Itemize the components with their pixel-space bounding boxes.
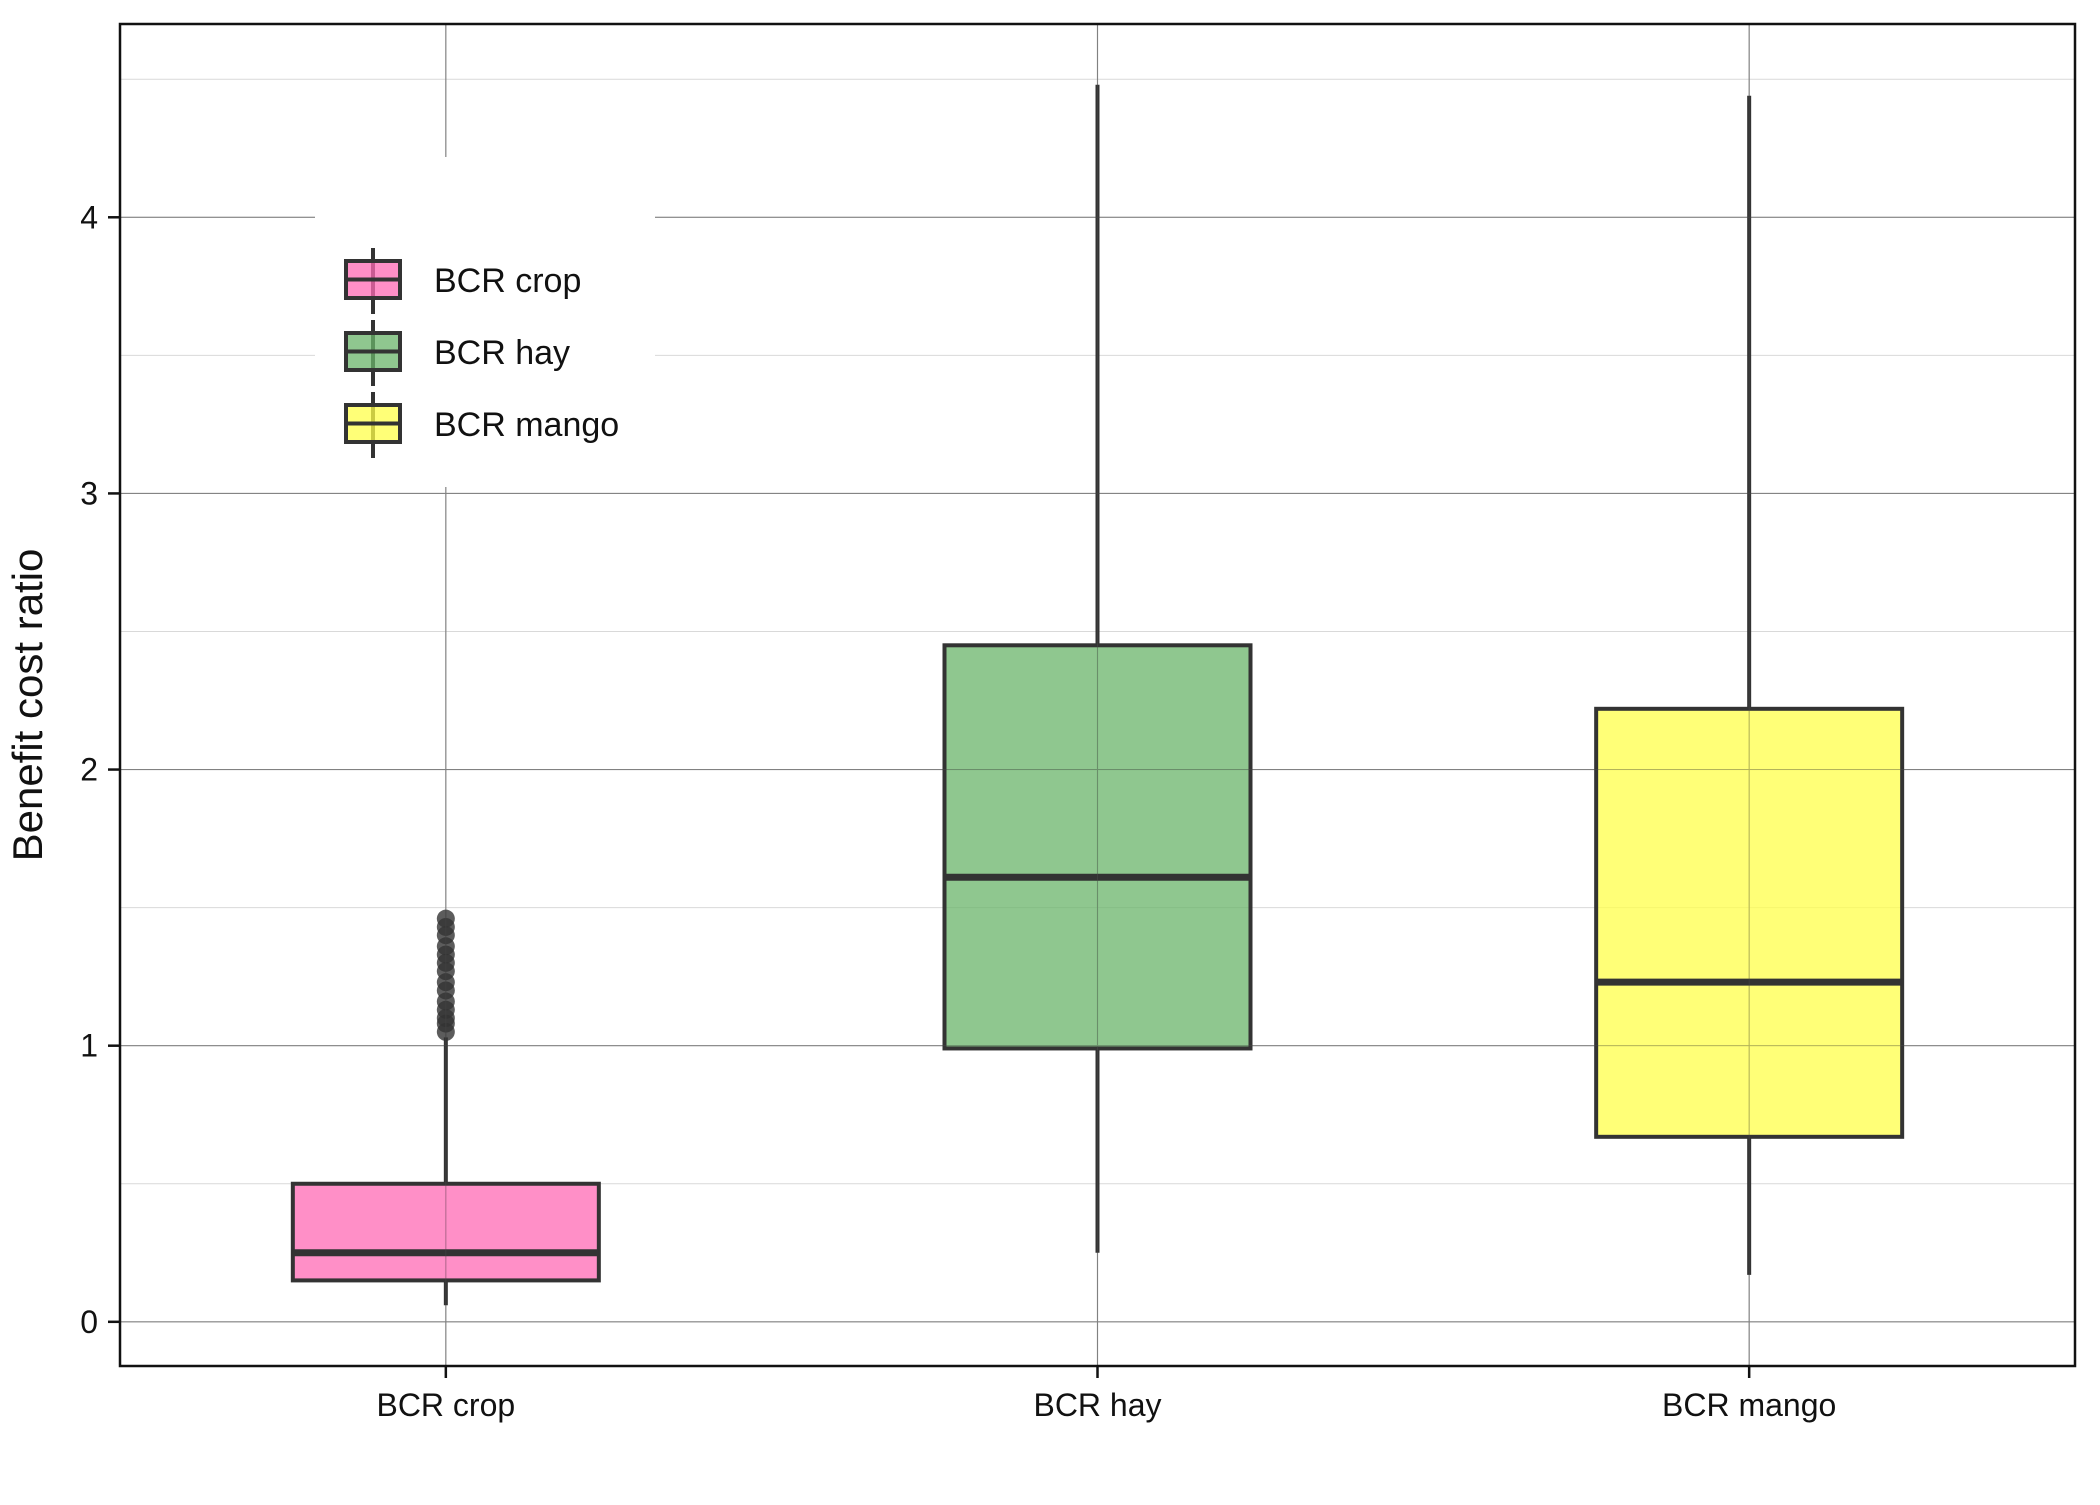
legend-item-bcr-crop: BCR crop (344, 248, 581, 314)
y-tick-label: 0 (80, 1304, 98, 1340)
x-tick-label: BCR hay (1033, 1387, 1161, 1423)
x-tick-label: BCR crop (376, 1387, 515, 1423)
y-tick-label: 3 (80, 475, 98, 511)
legend-item-bcr-mango: BCR mango (344, 392, 619, 458)
box-iqr (290, 1181, 601, 1283)
y-tick-label: 4 (80, 199, 98, 235)
y-axis: 0 1 2 3 4 (80, 199, 120, 1340)
y-tick-label: 1 (80, 1028, 98, 1064)
box-bcr-crop (290, 909, 601, 1306)
legend-item-bcr-hay: BCR hay (344, 320, 570, 386)
box-bcr-mango (1594, 95, 1905, 1275)
box-bcr-hay (942, 84, 1253, 1253)
legend-label: BCR crop (434, 262, 581, 300)
legend-label: BCR mango (434, 406, 619, 444)
x-tick-label: BCR mango (1662, 1387, 1836, 1423)
y-tick-label: 2 (80, 752, 98, 788)
outlier-point (436, 909, 455, 928)
box-iqr (1594, 706, 1905, 1139)
x-axis: BCR crop BCR hay BCR mango (376, 1366, 1836, 1423)
box-iqr (942, 643, 1253, 1051)
legend-label: BCR hay (434, 334, 570, 372)
y-axis-title: Benefit cost ratio (4, 549, 51, 862)
legend: BCR crop BCR hay BCR mango (315, 157, 655, 487)
